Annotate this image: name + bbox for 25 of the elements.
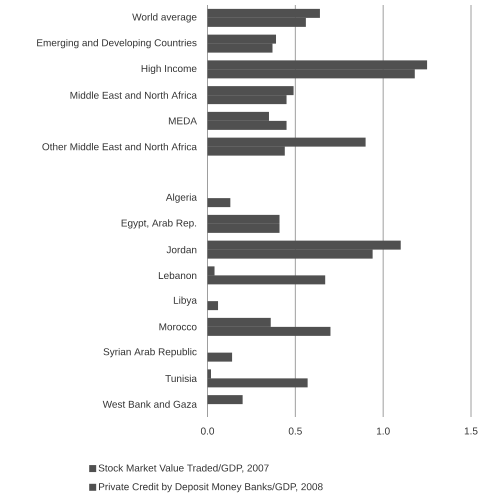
y-tick-label: Algeria xyxy=(166,193,197,203)
y-tick-label: Tunisia xyxy=(165,374,197,382)
y-tick-label: World average xyxy=(132,13,197,23)
y-tick-label: Egypt, Arab Rep. xyxy=(122,219,196,229)
bar xyxy=(208,352,232,362)
y-tick-label: Middle East and North Africa xyxy=(70,91,197,99)
y-tick-label: Emerging and Developing Countries xyxy=(37,38,197,48)
x-tick-label: 1.5 xyxy=(464,428,478,434)
y-tick-label: Morocco xyxy=(159,323,197,330)
y-tick-label: MEDA xyxy=(168,117,197,124)
x-tick-label: 0.5 xyxy=(288,428,302,435)
bar xyxy=(208,395,243,404)
x-tick-label: 1.0 xyxy=(376,428,390,435)
x-tick-label: 0.0 xyxy=(200,428,214,435)
y-tick-label: Jordan xyxy=(166,246,196,254)
y-tick-label: Other Middle East and North Africa xyxy=(42,142,197,150)
bar xyxy=(208,198,230,208)
y-tick-label: Lebanon xyxy=(158,272,196,280)
y-tick-label: Libya xyxy=(174,296,197,306)
y-tick-label: High Income xyxy=(142,64,197,74)
legend-label: Private Credit by Deposit Money Banks/GDP, 2008 xyxy=(99,482,323,492)
bar xyxy=(208,301,218,310)
legend-label: Stock Market Value Traded/GDP, 2007 xyxy=(98,464,269,473)
y-tick-label: Syrian Arab Republic xyxy=(103,348,197,358)
y-tick-label: West Bank and Gaza xyxy=(102,400,197,408)
